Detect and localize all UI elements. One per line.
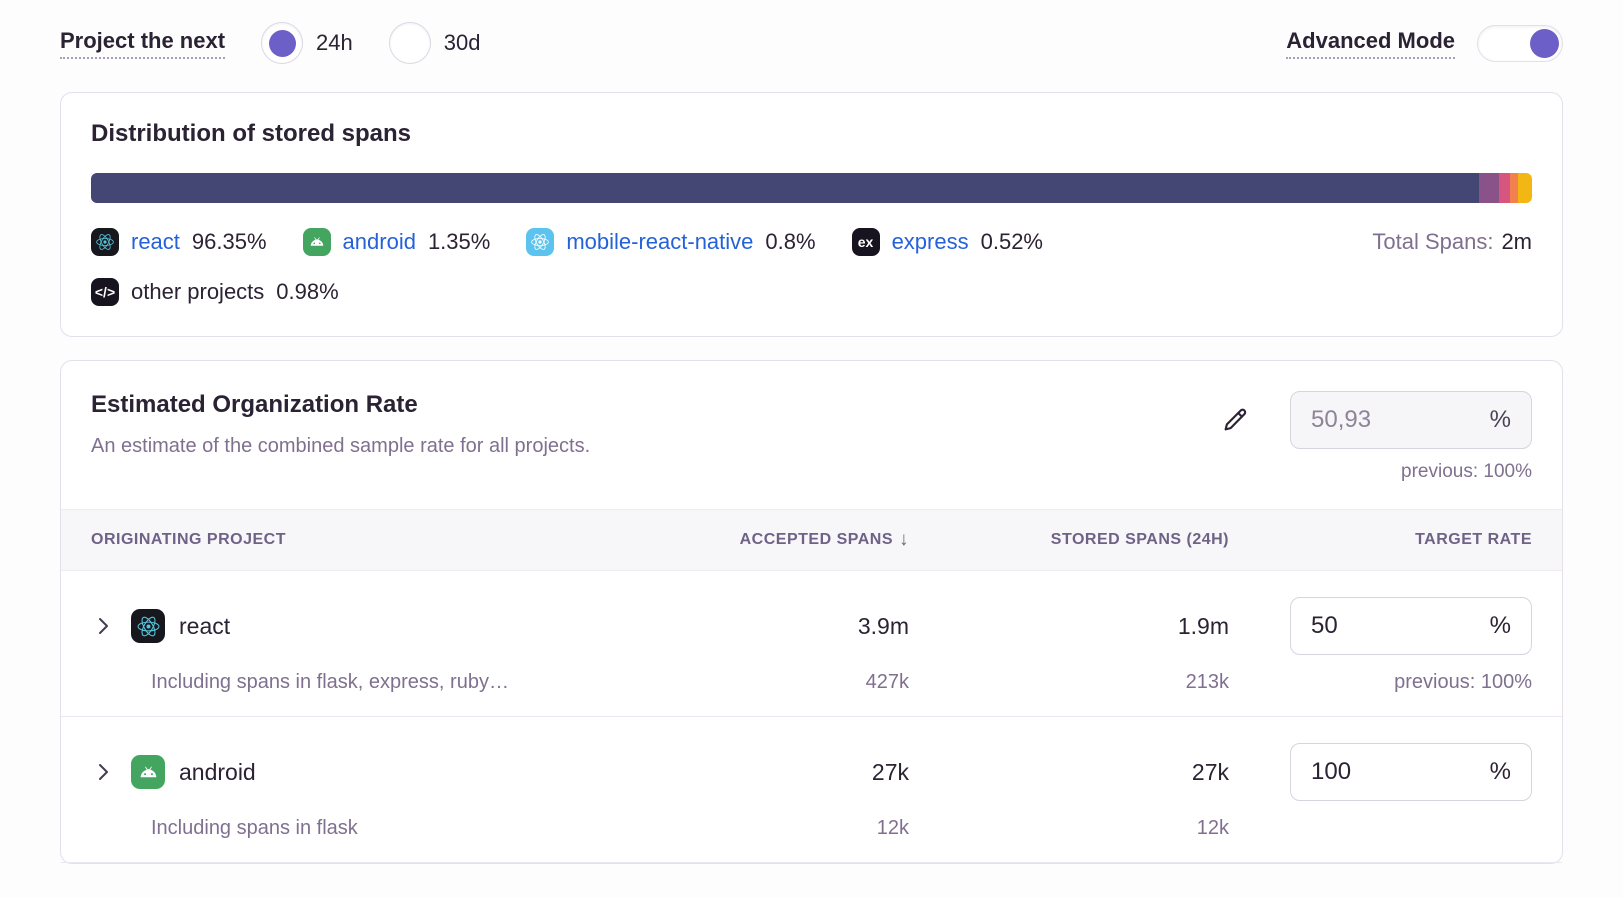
table-header: ORIGINATING PROJECT ACCEPTED SPANS ↓ STO… [61,509,1562,571]
edit-pencil-icon[interactable] [1220,405,1250,435]
radio-24h-control[interactable] [261,22,304,64]
total-spans-label: Total Spans: [1372,229,1494,254]
legend-link-mobile-react-native[interactable]: mobile-react-native [566,229,754,254]
org-rate-card: Estimated Organization Rate An estimate … [60,360,1563,864]
total-spans-value: 2m [1501,229,1532,254]
target-rate-input[interactable]: 50 % [1290,597,1532,655]
target-rate-input[interactable]: 100 % [1290,743,1532,801]
bar-segment-mobile-react-native [1498,173,1511,203]
radio-24h-label: 24h [316,30,353,55]
radio-30d-label: 30d [443,30,481,55]
project-name: react [179,612,231,639]
android-icon [302,228,331,256]
legend-pct-express: 0.52% [980,229,1043,254]
legend-link-react[interactable]: react [131,229,180,254]
legend-label-other-projects: other projects [131,279,265,304]
legend-item-other-projects: </> other projects 0.98% [91,278,339,306]
expand-chevron-icon[interactable] [91,613,117,639]
stored-spans-sub: 12k [1196,817,1229,839]
stored-spans-value: 1.9m [1177,612,1229,639]
project-the-next-label: Project the next [60,28,226,59]
bar-segment-react [91,173,1480,203]
total-spans: Total Spans: 2m [1372,229,1532,255]
bar-segment-other-projects [1517,173,1532,203]
org-rate-previous: previous: 100% [1401,461,1532,482]
sort-down-icon: ↓ [899,529,909,550]
react-native-icon [526,228,555,256]
bar-segment-express [1510,173,1518,203]
radio-option-24h[interactable]: 24h [261,22,353,64]
distribution-bar [91,173,1532,203]
stored-spans-value: 27k [1191,758,1229,785]
react-icon [131,609,165,643]
bar-segment-android [1479,173,1499,203]
express-icon: ex [851,228,880,256]
project-name: android [179,758,256,785]
project-note: Including spans in flask, express, ruby… [151,671,509,693]
expand-chevron-icon[interactable] [91,759,117,785]
org-rate-unit: % [1489,406,1511,433]
table-row-react: react 3.9m 1.9m 50 % Including spans in … [61,571,1562,717]
advanced-mode-label: Advanced Mode [1286,28,1455,59]
radio-30d-control[interactable] [388,22,431,64]
stored-spans-sub: 213k [1185,671,1229,693]
table-row-android: android 27k 27k 100 % Including spans in… [61,717,1562,863]
distribution-title: Distribution of stored spans [91,120,412,147]
col-originating-project: ORIGINATING PROJECT [91,531,286,548]
org-rate-value: 50,93 [1311,406,1372,433]
accepted-spans-value: 3.9m [857,612,909,639]
legend-row-1: react 96.35% android 1.35% mobile-react-… [91,228,1532,256]
advanced-mode-toggle[interactable] [1477,24,1563,62]
accepted-spans-value: 27k [871,758,909,785]
org-rate-input[interactable]: 50,93 % [1290,391,1532,449]
legend-item-android: android 1.35% [302,228,491,256]
org-rate-header: Estimated Organization Rate An estimate … [61,361,1562,509]
legend-pct-other-projects: 0.98% [276,279,339,304]
topbar: Project the next 24h 30d Advanced Mode [60,20,1563,66]
legend-link-android[interactable]: android [342,229,416,254]
col-accepted-spans[interactable]: ACCEPTED SPANS ↓ [739,529,909,550]
project-note: Including spans in flask [151,817,358,839]
android-icon [131,755,165,789]
toggle-knob-icon [1530,28,1559,58]
legend-link-express[interactable]: express [891,229,969,254]
distribution-card: Distribution of stored spans react 96.35… [60,92,1563,337]
col-target-rate[interactable]: TARGET RATE [1415,531,1532,548]
code-icon: </> [91,278,119,306]
accepted-spans-sub: 12k [876,817,909,839]
rate-previous: previous: 100% [1394,671,1532,693]
org-rate-subtitle: An estimate of the combined sample rate … [91,435,591,457]
radio-selected-dot [268,29,296,57]
legend-pct-android: 1.35% [427,229,491,254]
legend-item-mobile-react-native: mobile-react-native 0.8% [526,228,816,256]
legend-item-react: react 96.35% [91,228,267,256]
radio-option-30d[interactable]: 30d [388,22,481,64]
accepted-spans-sub: 427k [865,671,909,693]
legend-pct-mobile-react-native: 0.8% [765,229,816,254]
legend-item-express: ex express 0.52% [851,228,1043,256]
react-icon [91,228,119,256]
legend-row-2: </> other projects 0.98% [91,278,1532,306]
org-rate-title: Estimated Organization Rate [91,391,418,418]
col-stored-spans[interactable]: STORED SPANS (24H) [1050,531,1229,548]
legend-pct-react: 96.35% [191,229,267,254]
